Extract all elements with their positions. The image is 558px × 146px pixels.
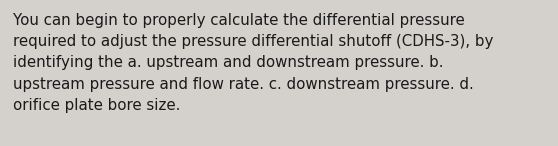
Text: You can begin to properly calculate the differential pressure
required to adjust: You can begin to properly calculate the … bbox=[13, 13, 493, 113]
